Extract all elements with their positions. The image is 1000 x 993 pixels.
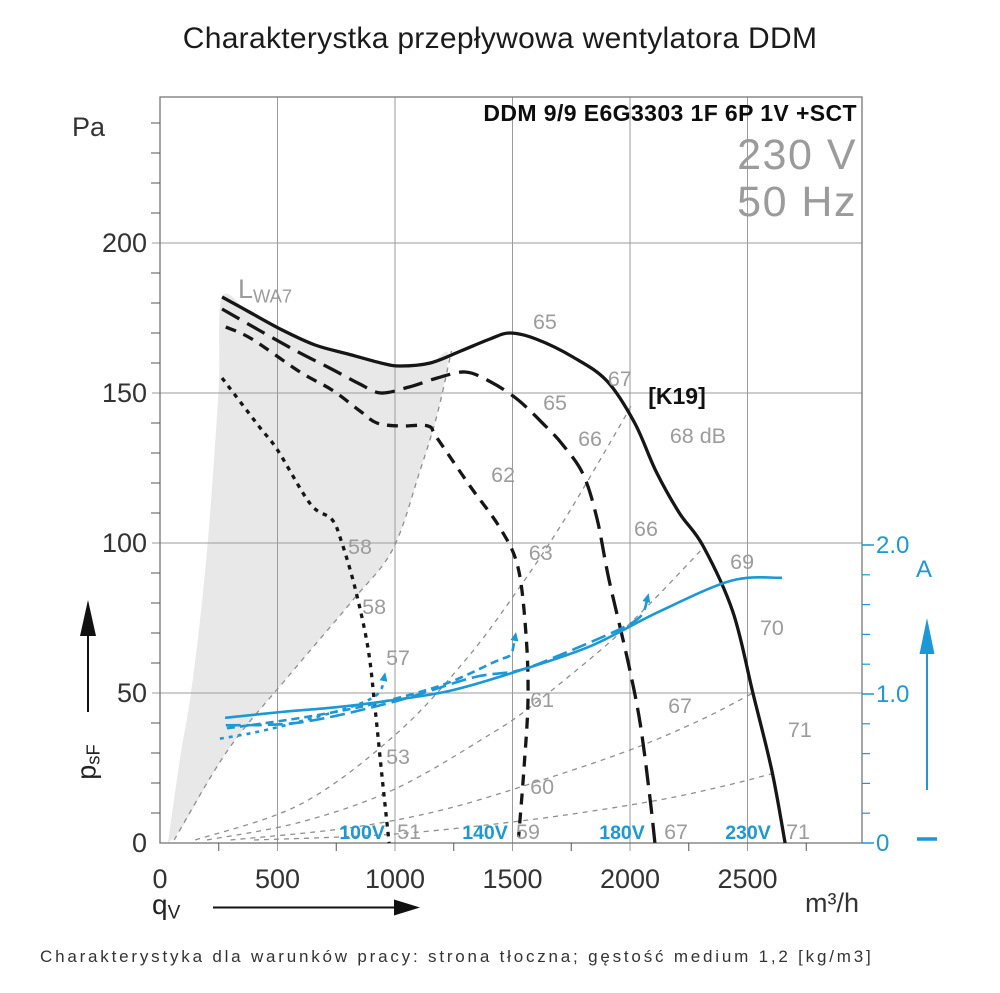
minor-ticks (151, 122, 874, 851)
noise-label: 58 (348, 535, 372, 559)
x-tick-label: 2500 (717, 864, 777, 894)
x-tick-label: 500 (255, 864, 300, 894)
noise-level-labels: 65 67 65 66 68 dB 62 66 58 63 69 58 70 57 61 67 71 53 60 5… (348, 310, 812, 844)
y-tick-label: 150 (102, 378, 147, 408)
pressure-curve-100V (220, 376, 391, 844)
flow-axis-symbol: qV (152, 889, 180, 924)
y-tick-label: 100 (102, 528, 147, 558)
noise-label: 60 (530, 775, 554, 799)
system-line-5 (253, 773, 772, 841)
system-line-4 (230, 692, 754, 841)
right-tick-label: 0 (876, 830, 889, 857)
pressure-axis-symbol: psF (71, 744, 104, 779)
noise-label: 71 (786, 820, 810, 844)
noise-label: 63 (529, 541, 553, 565)
noise-label: 70 (760, 616, 784, 640)
voltage-curve-labels: 100V 140V 180V 230V (339, 822, 770, 844)
noise-label: 51 (397, 820, 421, 844)
noise-label: 68 dB (670, 424, 726, 448)
voltage-label-230V: 230V (725, 822, 771, 844)
voltage-label-140V: 140V (462, 822, 508, 844)
operating-region (167, 293, 449, 843)
lwa-symbol-sub: WA7 (253, 285, 293, 307)
page-title: Charakterystka przepływowa wentylatora D… (182, 22, 818, 55)
noise-label: 67 (664, 820, 688, 844)
noise-label: 53 (386, 745, 410, 769)
system-line-3 (206, 545, 706, 841)
psf-symbol: p (71, 764, 102, 780)
noise-label: 67 (608, 367, 632, 391)
system-line-2 (195, 401, 634, 841)
noise-label: 71 (788, 718, 812, 742)
current-curve-180V (225, 593, 651, 727)
flow-axis-arrowhead (394, 899, 420, 916)
right-tick-label: 1.0 (876, 681, 909, 708)
noise-label: 69 (730, 550, 754, 574)
x-tick-label: 0 (152, 864, 167, 894)
axis-arrows (80, 600, 937, 916)
plot-border (159, 96, 863, 844)
x-tick-label: 1500 (482, 864, 542, 894)
noise-label: 59 (516, 820, 540, 844)
current-curve-140V (226, 631, 519, 730)
pressure-curves (220, 295, 787, 844)
voltage-label-100V: 100V (339, 822, 385, 844)
noise-label: 67 (668, 694, 692, 718)
current-curves (219, 576, 783, 740)
y-tick-label: 200 (102, 228, 147, 258)
noise-label: 57 (386, 646, 410, 670)
y-tick-label: 0 (132, 828, 147, 858)
surge-line (173, 350, 453, 841)
pressure-curve-230V (221, 295, 787, 844)
sound-power-ref-label: LWA7 (238, 274, 292, 307)
footer-note: Charakterystyka dla warunków pracy: stro… (40, 947, 874, 966)
k19-annotation: [K19] (648, 383, 706, 409)
x-tick-label: 2000 (600, 864, 660, 894)
fan-model-label: DDM 9/9 E6G3303 1F 6P 1V +SCT (483, 100, 857, 126)
noise-label: 66 (634, 517, 658, 541)
noise-label: 66 (578, 427, 602, 451)
gridlines (152, 97, 862, 851)
voltage-label-180V: 180V (599, 822, 645, 844)
current-axis-arrowhead (919, 618, 935, 654)
system-parabolas (173, 350, 772, 841)
lwa-symbol: L (238, 274, 254, 304)
noise-label: 58 (362, 595, 386, 619)
current-unit-label: A (916, 556, 933, 583)
voltage-rating-label: 230 V (737, 131, 857, 179)
noise-label: 65 (533, 310, 557, 334)
pressure-curve-180V (221, 307, 657, 844)
frequency-rating-label: 50 Hz (737, 178, 857, 226)
noise-label: 65 (543, 391, 567, 415)
current-curve-230V (224, 576, 783, 720)
noise-label: 61 (530, 688, 554, 712)
flow-unit-label: m³/h (805, 888, 859, 918)
qv-symbol: q (152, 889, 168, 920)
x-tick-label: 1000 (365, 864, 425, 894)
current-curve-100V (219, 672, 388, 740)
qv-symbol-sub: V (167, 902, 181, 924)
pressure-axis-arrowhead (80, 600, 96, 636)
psf-symbol-sub: sF (82, 744, 104, 765)
y-tick-label: 50 (117, 678, 147, 708)
right-tick-label: 2.0 (876, 532, 909, 559)
pressure-unit-label: Pa (72, 112, 106, 142)
noise-label: 62 (491, 463, 515, 487)
